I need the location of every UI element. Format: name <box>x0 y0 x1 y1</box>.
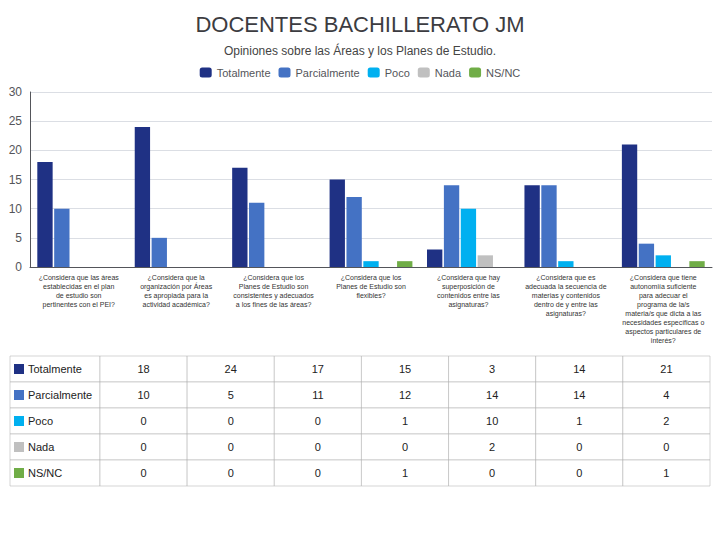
svg-text:NS/NC: NS/NC <box>486 67 520 79</box>
svg-text:asignaturas?: asignaturas? <box>546 310 586 318</box>
svg-text:14: 14 <box>486 389 498 401</box>
svg-text:10: 10 <box>486 415 498 427</box>
svg-text:21: 21 <box>660 363 672 375</box>
svg-text:0: 0 <box>489 467 495 479</box>
svg-text:¿Considera que la: ¿Considera que la <box>148 274 205 282</box>
svg-text:11: 11 <box>312 389 323 401</box>
svg-text:aspectos particulares de: aspectos particulares de <box>625 328 701 336</box>
svg-text:Totalmente: Totalmente <box>217 67 271 79</box>
svg-text:¿Considera que tiene: ¿Considera que tiene <box>630 274 697 282</box>
svg-text:de estudio son: de estudio son <box>56 292 102 299</box>
svg-text:DOCENTES BACHILLERATO JM: DOCENTES BACHILLERATO JM <box>195 12 524 37</box>
svg-text:4: 4 <box>663 389 669 401</box>
svg-text:0: 0 <box>402 441 408 453</box>
svg-text:establecidas en el plan: establecidas en el plan <box>43 283 114 291</box>
svg-text:0: 0 <box>576 467 582 479</box>
svg-text:15: 15 <box>399 363 411 375</box>
svg-text:es apropiada para la: es apropiada para la <box>144 292 208 300</box>
svg-text:0: 0 <box>315 415 321 427</box>
svg-text:25: 25 <box>9 114 23 128</box>
svg-text:asignaturas?: asignaturas? <box>448 301 488 309</box>
svg-text:3: 3 <box>489 363 495 375</box>
svg-text:Nada: Nada <box>435 67 462 79</box>
svg-text:Totalmente: Totalmente <box>28 363 82 375</box>
svg-text:superposición de: superposición de <box>442 283 495 291</box>
svg-text:Nada: Nada <box>28 441 55 453</box>
svg-text:autonomiía suficiente: autonomiía suficiente <box>630 283 696 290</box>
svg-text:2: 2 <box>489 441 495 453</box>
svg-text:0: 0 <box>228 441 234 453</box>
svg-text:consistentes y adecuados: consistentes y adecuados <box>233 292 314 300</box>
svg-text:5: 5 <box>15 231 22 245</box>
svg-text:1: 1 <box>402 467 408 479</box>
svg-text:organización por Áreas: organización por Áreas <box>140 282 212 291</box>
svg-text:NS/NC: NS/NC <box>28 467 62 479</box>
svg-text:¿Considera que los: ¿Considera que los <box>243 274 304 282</box>
svg-text:materias y contenidos: materias y contenidos <box>532 292 601 300</box>
svg-text:1: 1 <box>576 415 582 427</box>
svg-text:contenidos entre las: contenidos entre las <box>437 292 500 299</box>
svg-text:a los fines de las áreas?: a los fines de las áreas? <box>236 301 312 308</box>
svg-text:10: 10 <box>9 202 23 216</box>
svg-text:adecuada la secuencia de: adecuada la secuencia de <box>525 283 606 290</box>
svg-text:pertinentes con el PEI?: pertinentes con el PEI? <box>43 301 115 309</box>
svg-text:para adecuar el: para adecuar el <box>639 292 688 300</box>
svg-text:17: 17 <box>312 363 324 375</box>
svg-text:10: 10 <box>137 389 149 401</box>
svg-text:dentro de y entre las: dentro de y entre las <box>534 301 598 309</box>
svg-text:flexibles?: flexibles? <box>356 292 385 299</box>
svg-text:20: 20 <box>9 143 23 157</box>
svg-text:0: 0 <box>228 415 234 427</box>
svg-text:12: 12 <box>399 389 411 401</box>
svg-text:14: 14 <box>573 363 585 375</box>
svg-text:2: 2 <box>663 415 669 427</box>
svg-text:materia/s que dicta a las: materia/s que dicta a las <box>625 310 701 318</box>
svg-text:Parcialmente: Parcialmente <box>296 67 360 79</box>
svg-text:18: 18 <box>137 363 149 375</box>
svg-text:14: 14 <box>573 389 585 401</box>
svg-text:0: 0 <box>663 441 669 453</box>
svg-text:necesidades específicas o: necesidades específicas o <box>622 319 704 327</box>
svg-text:Parcialmente: Parcialmente <box>28 389 92 401</box>
svg-text:¿Considera que las áreas: ¿Considera que las áreas <box>39 274 120 282</box>
svg-text:0: 0 <box>315 441 321 453</box>
svg-text:¿Considera que es: ¿Considera que es <box>536 274 596 282</box>
svg-text:¿Considera que hay: ¿Considera que hay <box>437 274 501 282</box>
svg-text:Opiniones sobre las Áreas y lo: Opiniones sobre las Áreas y los Planes d… <box>224 43 496 58</box>
svg-text:24: 24 <box>225 363 237 375</box>
svg-text:Poco: Poco <box>28 415 53 427</box>
svg-text:Planes de Estudio son: Planes de Estudio son <box>239 283 309 290</box>
svg-text:Planes de Estudio son: Planes de Estudio son <box>336 283 406 290</box>
svg-text:¿Considera que los: ¿Considera que los <box>341 274 402 282</box>
svg-text:30: 30 <box>9 85 23 99</box>
svg-text:0: 0 <box>141 441 147 453</box>
svg-text:0: 0 <box>576 441 582 453</box>
svg-text:0: 0 <box>228 467 234 479</box>
svg-text:actividad académica?: actividad académica? <box>142 301 209 308</box>
svg-text:15: 15 <box>9 173 23 187</box>
svg-text:5: 5 <box>228 389 234 401</box>
svg-text:1: 1 <box>402 415 408 427</box>
svg-text:0: 0 <box>15 260 22 274</box>
svg-text:Poco: Poco <box>385 67 410 79</box>
svg-text:interés?: interés? <box>651 337 676 344</box>
svg-text:0: 0 <box>141 415 147 427</box>
svg-text:1: 1 <box>663 467 669 479</box>
svg-text:0: 0 <box>141 467 147 479</box>
svg-text:programa de la/s: programa de la/s <box>637 301 690 309</box>
svg-text:0: 0 <box>315 467 321 479</box>
